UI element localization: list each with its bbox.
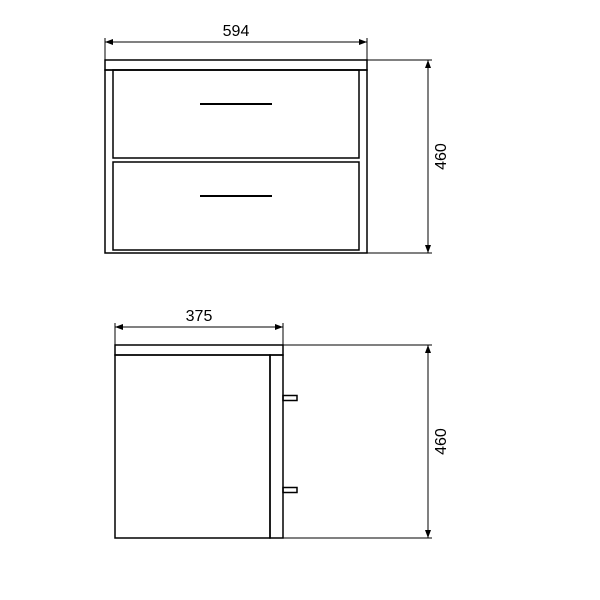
front-height-dimension: 460: [433, 143, 450, 170]
front-width-dimension: 594: [223, 23, 250, 40]
technical-drawing: 594 460 375 460: [0, 0, 600, 600]
side-height-dimension: 460: [433, 428, 450, 455]
side-width-dimension: 375: [186, 308, 213, 325]
